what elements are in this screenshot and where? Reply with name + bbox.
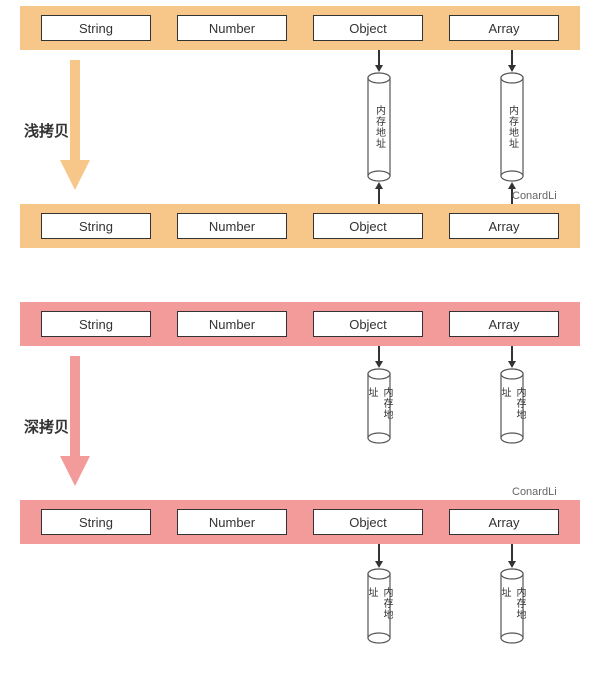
arrow-down-icon [511,346,513,362]
cylinder-label: 内存地址 [364,387,394,425]
cell-object: Object [313,15,423,41]
cell-array: Array [449,311,559,337]
shallow-top-bar: String Number Object Array [20,6,580,50]
shallow-bottom-row: String Number Object Array [20,204,580,248]
arrow-down-icon [378,346,380,362]
deep-credit: ConardLi [512,486,557,498]
deep-top-row: String Number Object Array [20,302,580,346]
shallow-cylinder-array: 内存地址 [500,72,524,182]
cell-object: Object [313,311,423,337]
cell-array: Array [449,213,559,239]
cylinder-label: 内存地址 [364,587,394,625]
cell-number: Number [177,509,287,535]
cell-string: String [41,509,151,535]
cylinder-label: 内存地址 [505,105,520,149]
cell-number: Number [177,311,287,337]
deep-bottom-bar: String Number Object Array [20,500,580,544]
arrow-down-icon [378,544,380,562]
shallow-cylinder-object: 内存地址 [367,72,391,182]
cylinder-label: 内存地址 [497,387,527,425]
deep-cylinder-array-copy: 内存地址 [500,568,524,644]
arrow-down-icon [511,544,513,562]
cell-number: Number [177,15,287,41]
cell-string: String [41,15,151,41]
shallow-big-arrow-icon [60,60,90,190]
deep-cylinder-object-src: 内存地址 [367,368,391,444]
cell-string: String [41,311,151,337]
deep-top-bar: String Number Object Array [20,302,580,346]
cell-string: String [41,213,151,239]
deep-bottom-row: String Number Object Array [20,500,580,544]
deep-cylinder-array-src: 内存地址 [500,368,524,444]
arrow-down-icon [378,50,380,66]
cell-object: Object [313,509,423,535]
shallow-credit: ConardLi [512,190,557,202]
deep-cylinder-object-copy: 内存地址 [367,568,391,644]
cell-object: Object [313,213,423,239]
arrow-up-icon [378,188,380,204]
shallow-top-row: String Number Object Array [20,6,580,50]
cell-array: Array [449,15,559,41]
shallow-bottom-bar: String Number Object Array [20,204,580,248]
deep-big-arrow-icon [60,356,90,486]
cylinder-label: 内存地址 [497,587,527,625]
cell-number: Number [177,213,287,239]
cylinder-label: 内存地址 [372,105,387,149]
cell-array: Array [449,509,559,535]
arrow-down-icon [511,50,513,66]
